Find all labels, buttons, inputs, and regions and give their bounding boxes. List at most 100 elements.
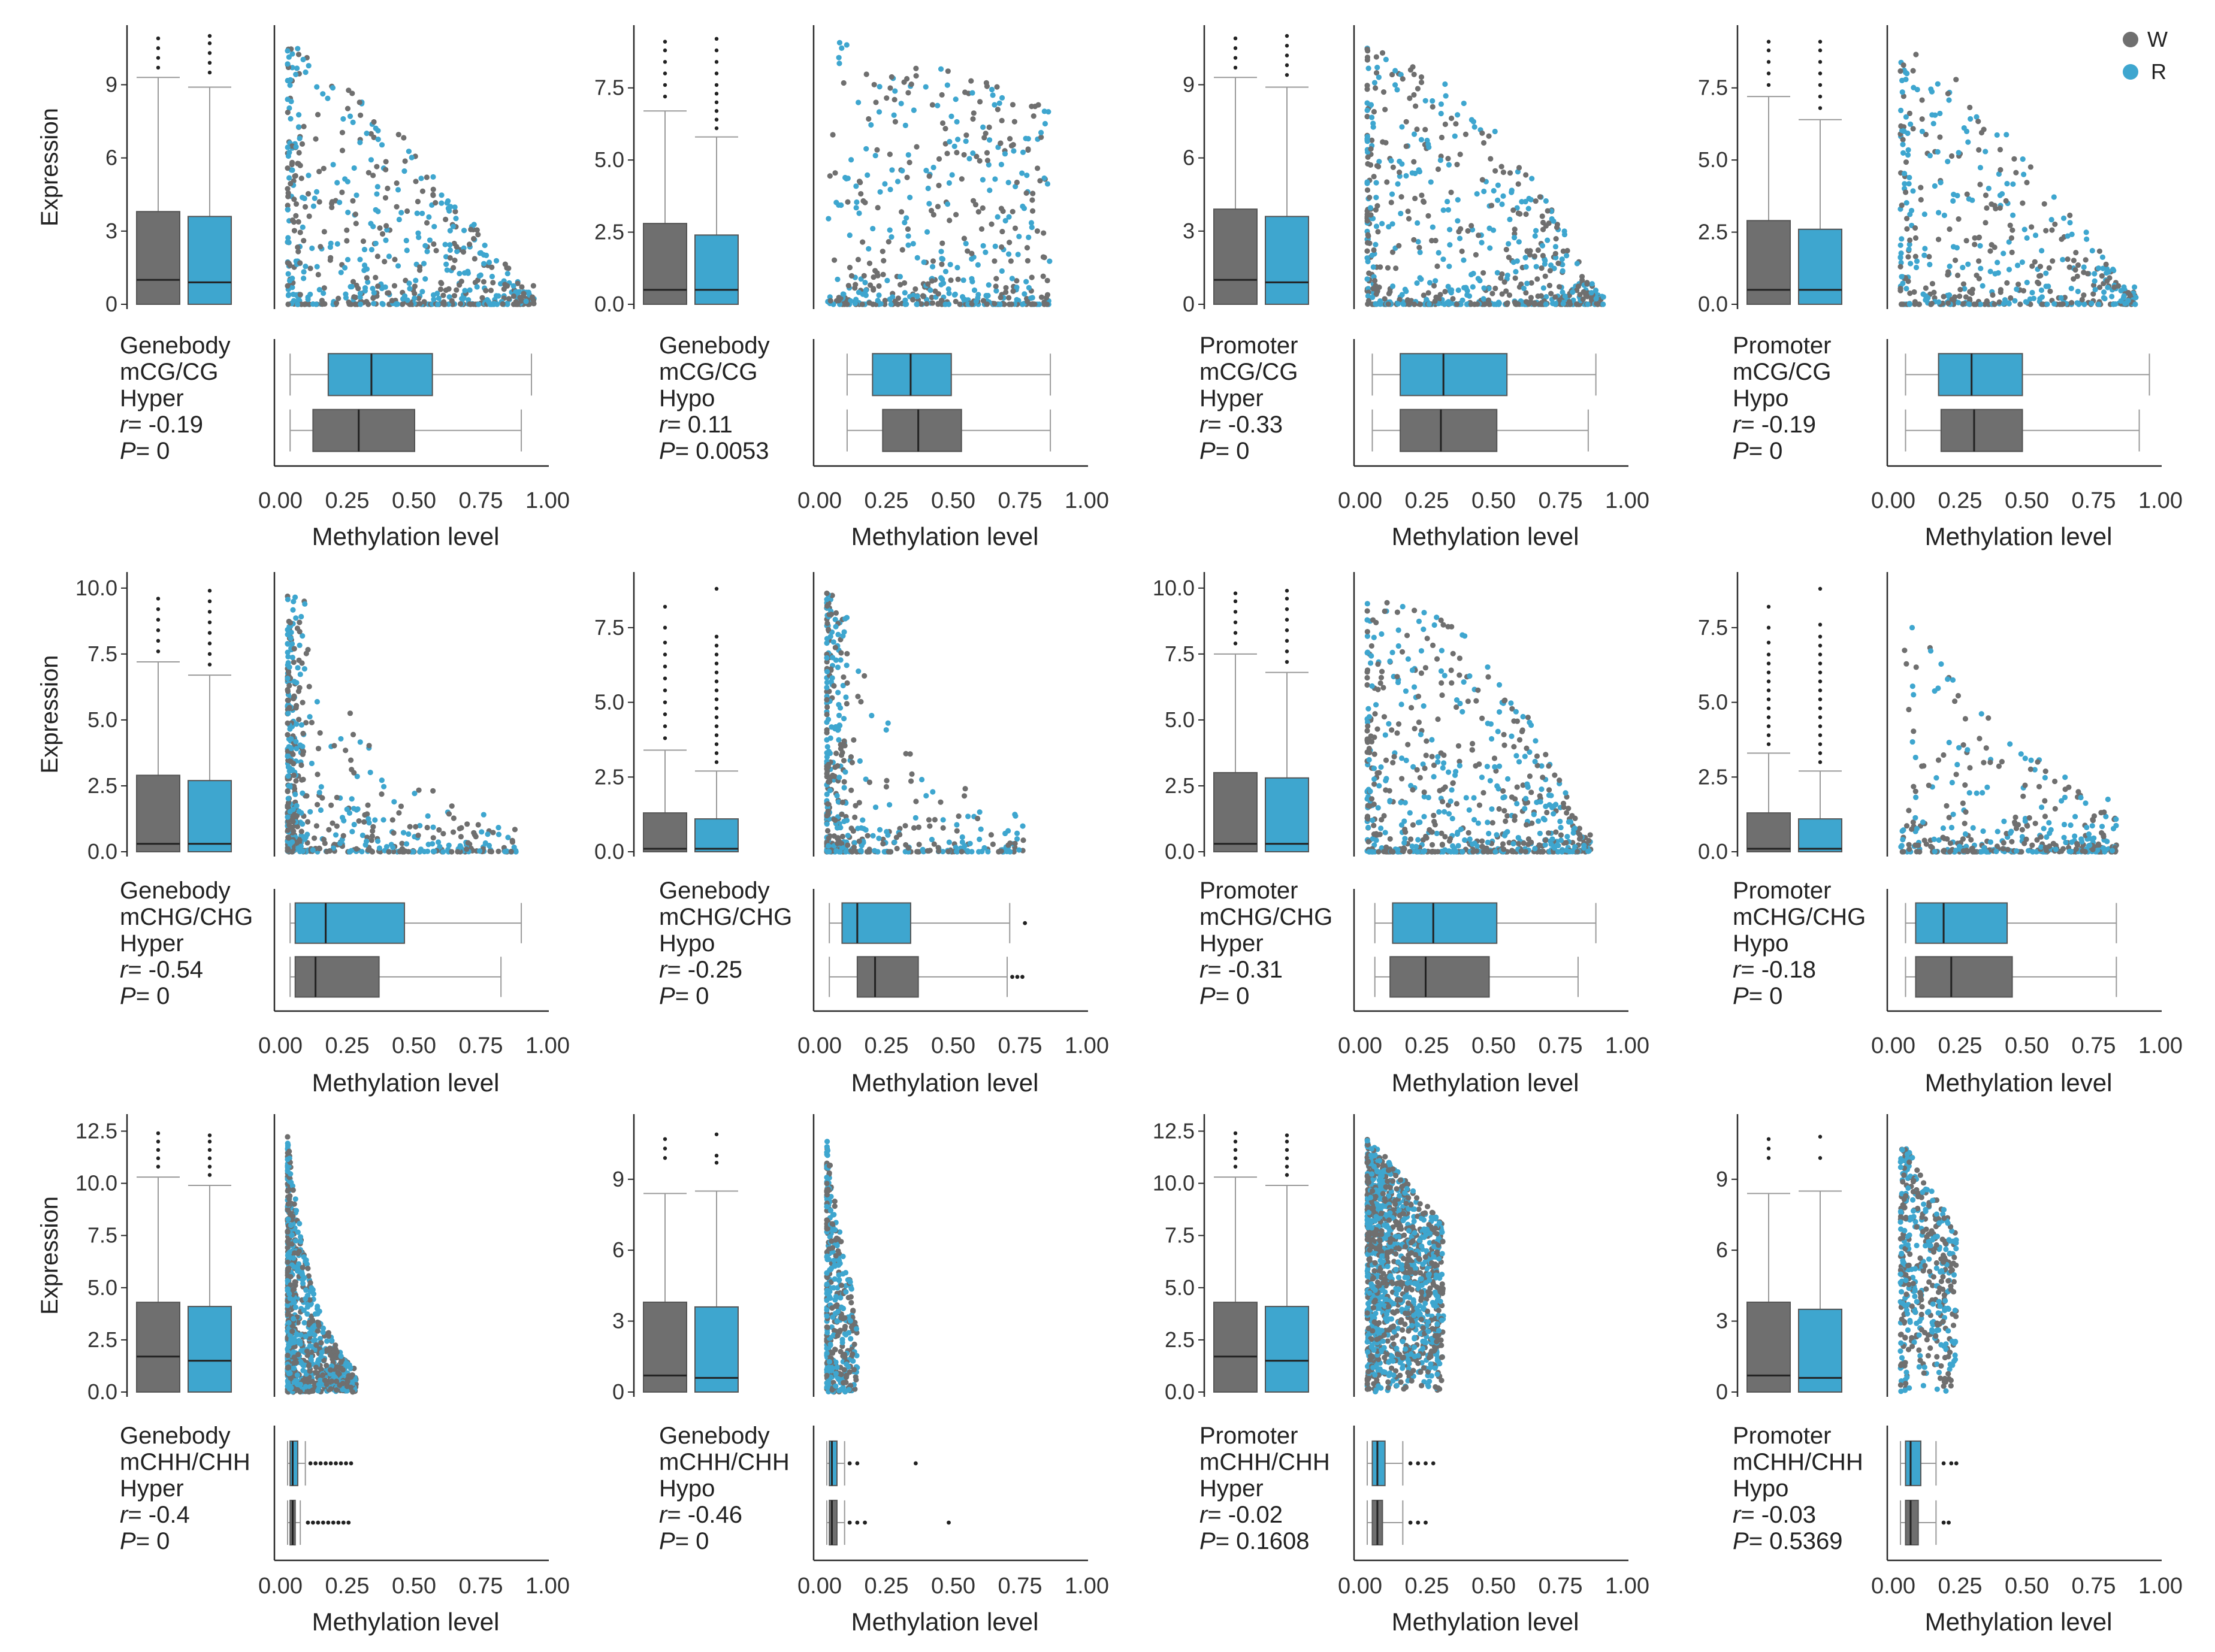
scatter-point: [947, 262, 953, 268]
expr-box-w-outlier: [663, 712, 667, 716]
scatter-point: [2011, 156, 2017, 162]
scatter-point: [313, 136, 319, 142]
scatter-point: [872, 848, 878, 854]
scatter-point: [1574, 261, 1580, 267]
scatter-point: [1364, 86, 1370, 92]
scatter-point: [1383, 776, 1389, 782]
scatter-point: [1041, 175, 1047, 181]
scatter-point: [876, 292, 882, 298]
scatter-point: [836, 55, 842, 60]
r-symbol: r: [1199, 412, 1208, 438]
scatter-point: [944, 201, 951, 207]
scatter-point: [465, 840, 471, 846]
scatter-point: [1537, 194, 1543, 200]
scatter-point: [357, 739, 363, 745]
scatter-point: [892, 96, 898, 102]
scatter-point: [1381, 813, 1387, 819]
scatter-point: [1546, 792, 1552, 798]
scatter-point: [944, 82, 950, 88]
scatter-point: [1377, 680, 1383, 686]
scatter-point: [2052, 806, 2058, 812]
scatter-point: [844, 662, 850, 668]
scatter-point: [433, 247, 439, 254]
scatter-point: [851, 845, 857, 851]
scatter-point: [285, 48, 291, 54]
scatter-point: [961, 793, 968, 799]
scatter-point: [1552, 301, 1558, 307]
expr-box-w-outlier: [1766, 71, 1771, 75]
expr-box-r-outlier: [714, 652, 719, 656]
scatter-point: [2027, 164, 2033, 170]
scatter-point: [1469, 747, 1476, 753]
y-tick-label: 5.0: [87, 1275, 117, 1300]
scatter-point: [476, 848, 483, 854]
scatter-point: [998, 295, 1004, 301]
scatter-point: [849, 849, 856, 855]
scatter-point: [838, 742, 844, 748]
scatter-point: [1523, 822, 1530, 828]
expr-box-r-outlier: [714, 670, 719, 674]
y-tick-label: 5.0: [1698, 690, 1728, 715]
scatter-point: [992, 243, 998, 249]
scatter-point: [371, 119, 377, 125]
scatter-point: [2101, 295, 2107, 301]
scatter-point: [1454, 162, 1460, 168]
scatter-point: [1364, 107, 1370, 113]
scatter-point: [2049, 227, 2055, 233]
scatter-point: [1482, 301, 1488, 307]
scatter-point: [924, 848, 930, 854]
scatter-point: [2065, 256, 2071, 262]
scatter-point: [1523, 299, 1529, 305]
scatter-point: [993, 276, 999, 282]
scatter-point: [286, 175, 292, 181]
scatter-point: [443, 216, 449, 223]
scatter-point: [300, 821, 306, 827]
scatter-point: [1012, 812, 1018, 818]
scatter-point: [1969, 286, 1976, 292]
scatter-point: [1968, 837, 1974, 843]
scatter-point: [467, 287, 473, 293]
scatter-point: [372, 817, 378, 823]
scatter-point: [1527, 719, 1533, 725]
scatter-point: [2066, 264, 2072, 270]
x-tick-label: 0.50: [2005, 488, 2049, 513]
scatter-point: [1368, 653, 1374, 659]
scatter-points: [285, 593, 519, 855]
scatter-point: [344, 238, 350, 244]
scatter-point: [1921, 837, 1927, 843]
scatter-point: [412, 791, 418, 797]
panel-0-3: 7.55.02.50.00.00 0.25 0.50 0.75 1.00Methylat…: [1698, 25, 2183, 550]
scatter-point: [334, 180, 340, 186]
scatter-point: [1373, 223, 1380, 229]
scatter-point: [301, 269, 307, 275]
scatter-point: [959, 176, 965, 182]
scatter-point: [368, 837, 374, 843]
scatter-point: [291, 693, 297, 699]
scatter-point: [424, 174, 430, 180]
scatter-point: [1548, 841, 1554, 847]
scatter-point: [1492, 128, 1498, 135]
scatter-point: [1454, 831, 1460, 837]
scatter-point: [1367, 788, 1373, 794]
scatter-point: [285, 165, 291, 171]
scatter-point: [963, 132, 969, 138]
scatter-point: [297, 837, 303, 843]
scatter-point: [1431, 762, 1437, 768]
scatter-point: [902, 301, 908, 307]
scatter-point: [356, 818, 362, 824]
scatter-point: [874, 147, 880, 153]
scatter-point: [1514, 801, 1520, 807]
scatter-point: [2051, 194, 2057, 200]
scatter-point: [905, 233, 911, 239]
scatter-point: [294, 721, 300, 727]
scatter-point: [1932, 112, 1938, 118]
scatter-point: [1024, 173, 1030, 178]
scatter-point: [316, 286, 322, 293]
scatter-point: [293, 213, 299, 219]
scatter-point: [1446, 848, 1452, 854]
scatter-point: [1485, 819, 1491, 825]
scatter-point: [291, 679, 297, 685]
scatter-point: [903, 75, 910, 82]
expr-box-r-outlier: [714, 751, 719, 755]
